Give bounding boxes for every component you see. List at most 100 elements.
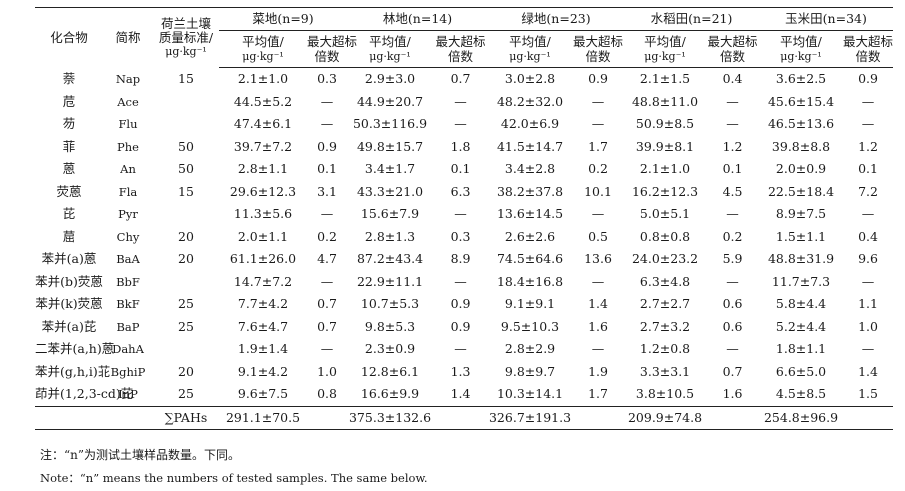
cell-mean: 39.8±8.8 — [771, 138, 831, 154]
cell-abbr: BaA — [116, 252, 140, 267]
cell-mean: 48.8±31.9 — [767, 251, 835, 267]
cell-mean: 18.4±16.8 — [496, 273, 564, 289]
cell-max-exceed: 9.6 — [858, 251, 878, 267]
cell-max-exceed: — — [861, 341, 875, 357]
cell-mean: 2.0±0.9 — [775, 161, 827, 177]
table-body: 萘 Nap 15 2.1±1.0 0.3 2.9±3.0 0.7 3.0±2.8 0.9 2.1±… — [35, 68, 894, 430]
cell-compound: 荧蒽 — [56, 183, 82, 199]
cell-max-exceed: 0.2 — [722, 228, 743, 244]
cell-abbr: BbF — [116, 274, 140, 289]
cell-mean: 13.6±14.5 — [496, 206, 564, 222]
cell-max-exceed: 0.9 — [858, 71, 878, 87]
cell-compound: 䓛 — [62, 228, 76, 244]
cell-mean: 3.4±1.7 — [364, 161, 416, 177]
total-label: ∑PAHs — [153, 405, 219, 430]
cell-max-exceed: 1.2 — [722, 138, 743, 154]
table-row: 菲 Phe 50 39.7±7.2 0.9 49.8±15.7 1.8 41.5±14.7 1.… — [35, 136, 893, 159]
cell-mean: 2.7±2.7 — [639, 296, 691, 312]
cell-standard: 15 — [178, 71, 194, 86]
cell-max-exceed: 6.3 — [450, 183, 471, 199]
cell-compound: 萘 — [62, 71, 76, 86]
cell-mean: 6.6±5.0 — [775, 363, 827, 379]
cell-max-exceed: — — [861, 206, 875, 222]
cell-max-exceed: 1.8 — [450, 138, 471, 154]
cell-max-exceed: — — [320, 93, 334, 109]
table-row: 蒽 An 50 2.8±1.1 0.1 3.4±1.7 0.1 3.4±2.8 0.2 2.1±1… — [35, 158, 893, 181]
cell-mean: 50.3±116.9 — [352, 116, 428, 132]
cell-max-exceed: 0.9 — [450, 296, 471, 312]
cell-mean: 6.3±4.8 — [639, 273, 691, 289]
cell-max-exceed: 8.9 — [450, 251, 471, 267]
cell-mean: 3.3±3.1 — [639, 363, 691, 379]
cell-mean: 4.5±8.5 — [775, 386, 827, 402]
table-row: 䓛 Chy 20 2.0±1.1 0.2 2.8±1.3 0.3 2.6±2.6 0.5 0.8±… — [35, 226, 893, 249]
cell-empty — [706, 405, 760, 430]
cell-standard — [153, 203, 219, 226]
cell-max-exceed: — — [861, 93, 875, 109]
cell-mean: 9.8±5.3 — [364, 318, 416, 334]
cell-max-exceed: 1.5 — [858, 386, 878, 402]
subheader-mean: 平均值/μg·kg⁻¹ — [624, 30, 707, 68]
cell-mean: 7.6±4.7 — [237, 318, 289, 334]
cell-mean: 2.1±1.0 — [639, 161, 691, 177]
cell-max-exceed: 0.7 — [317, 296, 337, 312]
cell-mean: 2.9±3.0 — [364, 71, 416, 87]
cell-max-exceed: — — [591, 273, 605, 289]
cell-mean: 2.1±1.5 — [639, 71, 691, 87]
cell-mean: 24.0±23.2 — [631, 251, 699, 267]
cell-total-mean: 326.7±191.3 — [488, 405, 573, 430]
cell-empty — [572, 405, 625, 430]
cell-mean: 42.0±6.9 — [500, 116, 560, 132]
subheader-mean: 平均值/μg·kg⁻¹ — [219, 30, 307, 68]
cell-mean: 16.6±9.9 — [360, 386, 420, 402]
cell-mean: 1.5±1.1 — [775, 228, 827, 244]
cell-mean: 61.1±26.0 — [229, 251, 297, 267]
total-row: ∑PAHs 291.1±70.5 375.3±132.6 326.7±191.3 209… — [35, 405, 894, 430]
cell-mean: 47.4±6.1 — [233, 116, 293, 132]
cell-max-exceed: — — [726, 341, 739, 357]
cell-compound: 苯并(g,h,i)苝 — [35, 363, 111, 379]
subheader-max-exceed: 最大超标 倍数 — [572, 30, 625, 68]
cell-mean: 2.8±1.1 — [237, 161, 289, 177]
cell-total-mean: 209.9±74.8 — [624, 405, 707, 430]
cell-mean: 5.0±5.1 — [639, 206, 691, 222]
cell-mean: 50.9±8.5 — [635, 116, 695, 132]
cell-standard — [153, 271, 219, 294]
cell-max-exceed: 0.2 — [317, 228, 337, 244]
cell-empty — [307, 405, 348, 430]
cell-compound: 苯并(k)荧蒽 — [35, 296, 103, 312]
cell-max-exceed: 0.1 — [317, 161, 337, 177]
cell-mean: 14.7±7.2 — [233, 273, 293, 289]
cell-mean: 48.2±32.0 — [496, 93, 564, 109]
cell-mean: 15.6±7.9 — [360, 206, 420, 222]
cell-max-exceed: 1.1 — [858, 296, 878, 312]
cell-standard — [153, 338, 219, 361]
cell-mean: 2.3±0.9 — [364, 341, 416, 357]
table-row: 荧蒽 Fla 15 29.6±12.3 3.1 43.3±21.0 6.3 38.2±37.8… — [35, 181, 893, 204]
cell-standard: 25 — [178, 296, 194, 312]
cell-max-exceed: 0.7 — [317, 318, 337, 334]
cell-mean: 3.4±2.8 — [504, 161, 556, 177]
cell-mean: 9.1±4.2 — [237, 363, 289, 379]
cell-compound: 芘 — [62, 206, 76, 222]
cell-mean: 5.8±4.4 — [775, 296, 827, 312]
cell-max-exceed: 0.9 — [317, 138, 337, 154]
header-land-use: 菜地(n=9) — [219, 7, 348, 31]
cell-mean: 29.6±12.3 — [229, 183, 297, 199]
cell-max-exceed: — — [454, 116, 467, 132]
cell-max-exceed: 1.2 — [858, 138, 878, 154]
cell-compound: 苯并(b)荧蒽 — [35, 273, 103, 289]
cell-max-exceed: 1.4 — [450, 386, 471, 402]
cell-max-exceed: 1.4 — [858, 363, 878, 379]
cell-mean: 3.8±10.5 — [635, 386, 695, 402]
cell-mean: 39.7±7.2 — [233, 138, 293, 154]
cell-max-exceed: 1.0 — [858, 318, 878, 334]
cell-mean: 0.8±0.8 — [639, 228, 691, 244]
cell-abbr: DahA — [112, 342, 144, 357]
subheader-mean: 平均值/μg·kg⁻¹ — [347, 30, 434, 68]
cell-mean: 7.7±4.2 — [237, 296, 289, 312]
cell-mean: 44.9±20.7 — [356, 93, 424, 109]
cell-max-exceed: — — [320, 341, 334, 357]
subheader-mean: 平均值/μg·kg⁻¹ — [488, 30, 573, 68]
cell-standard: 25 — [178, 386, 194, 402]
